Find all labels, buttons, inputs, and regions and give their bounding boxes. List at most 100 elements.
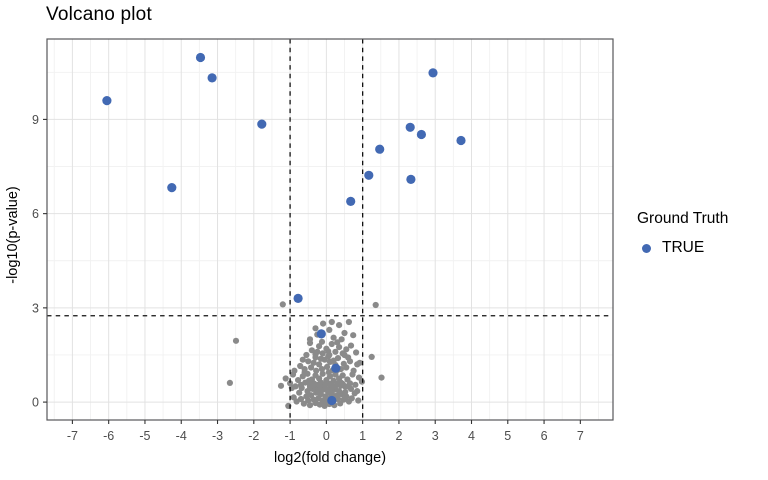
data-point — [293, 293, 303, 303]
data-point — [328, 318, 335, 326]
data-point — [295, 377, 302, 384]
data-point — [298, 384, 305, 392]
data-point — [317, 355, 324, 362]
data-point — [416, 129, 426, 140]
data-point — [375, 144, 385, 154]
data-point — [345, 383, 352, 390]
data-point — [290, 394, 297, 401]
data-point — [291, 367, 298, 374]
x-tick-label: -4 — [176, 429, 187, 443]
data-point — [355, 397, 362, 404]
data-point — [405, 122, 415, 132]
data-point — [277, 382, 285, 389]
data-point — [313, 367, 320, 374]
scatter-points — [102, 52, 466, 409]
data-point — [318, 366, 326, 373]
data-point — [328, 380, 335, 387]
data-point — [342, 388, 349, 396]
x-tick-label: 0 — [323, 429, 330, 443]
threshold-lines — [47, 39, 613, 420]
data-point — [319, 350, 326, 357]
data-point — [279, 301, 286, 308]
data-point — [303, 351, 310, 359]
data-point — [318, 338, 326, 345]
data-point — [308, 364, 315, 371]
data-point — [347, 342, 355, 349]
x-tick-label: 2 — [395, 429, 402, 443]
legend-marker-circle-icon — [642, 243, 651, 253]
x-tick-label: 1 — [359, 429, 366, 443]
data-point — [330, 334, 337, 341]
x-tick-label: -6 — [103, 429, 114, 443]
series-TRUE — [102, 52, 466, 406]
data-point — [306, 402, 314, 409]
data-point — [316, 343, 323, 350]
x-tick-label: 5 — [504, 429, 511, 443]
series-other — [226, 301, 385, 409]
data-point — [346, 196, 356, 206]
data-point — [299, 356, 306, 363]
data-point — [207, 73, 217, 83]
x-tick-label: 3 — [432, 429, 439, 443]
y-tick-label: 6 — [32, 207, 39, 221]
data-point — [325, 348, 332, 355]
data-point — [350, 367, 357, 374]
x-axis-title: log2(fold change) — [273, 450, 387, 466]
data-point — [348, 395, 355, 402]
data-point — [328, 340, 335, 348]
data-point — [456, 135, 466, 146]
data-point — [350, 332, 357, 339]
data-point — [338, 336, 345, 343]
data-point — [339, 372, 346, 379]
y-axis-title: -log10(p-value) — [5, 186, 21, 284]
data-point — [297, 362, 304, 370]
data-point — [314, 348, 321, 355]
data-point — [372, 301, 379, 309]
data-point — [354, 388, 361, 395]
data-point — [324, 363, 331, 370]
legend-item-label: TRUE — [662, 239, 705, 256]
x-tick-label: -3 — [212, 429, 223, 443]
data-point — [331, 363, 341, 373]
data-point — [336, 322, 343, 329]
data-point — [315, 388, 322, 395]
legend: Ground Truth TRUE — [637, 210, 728, 257]
data-point — [326, 326, 333, 333]
data-point — [327, 395, 337, 406]
data-point — [353, 349, 360, 356]
x-tick-label: -7 — [67, 429, 78, 443]
chart-title: Volcano plot — [46, 4, 152, 25]
data-point — [358, 378, 365, 385]
x-tick-label: 7 — [577, 429, 584, 443]
x-tick-label: 4 — [468, 429, 475, 443]
data-point — [334, 380, 341, 387]
data-point — [356, 359, 363, 366]
x-tick-label: -2 — [248, 429, 259, 443]
legend-item-true: TRUE — [637, 239, 728, 257]
data-point — [428, 68, 438, 78]
data-point — [406, 174, 416, 184]
data-point — [341, 351, 348, 359]
data-point — [305, 397, 312, 404]
data-point — [368, 353, 375, 360]
x-tick-label: -1 — [285, 429, 296, 443]
data-point — [102, 96, 112, 106]
data-point — [332, 348, 339, 355]
data-point — [305, 358, 312, 365]
data-point — [296, 389, 303, 396]
data-point — [336, 344, 343, 351]
data-point — [257, 119, 267, 129]
data-point — [232, 337, 240, 344]
data-point — [226, 379, 233, 386]
data-point — [343, 346, 350, 353]
data-point — [287, 380, 294, 387]
y-tick-label: 3 — [32, 301, 39, 315]
data-point — [167, 183, 177, 193]
x-tick-label: 6 — [541, 429, 548, 443]
data-point — [378, 374, 385, 381]
data-point — [316, 361, 323, 368]
y-tick-label: 9 — [32, 113, 39, 127]
data-point — [341, 329, 348, 337]
